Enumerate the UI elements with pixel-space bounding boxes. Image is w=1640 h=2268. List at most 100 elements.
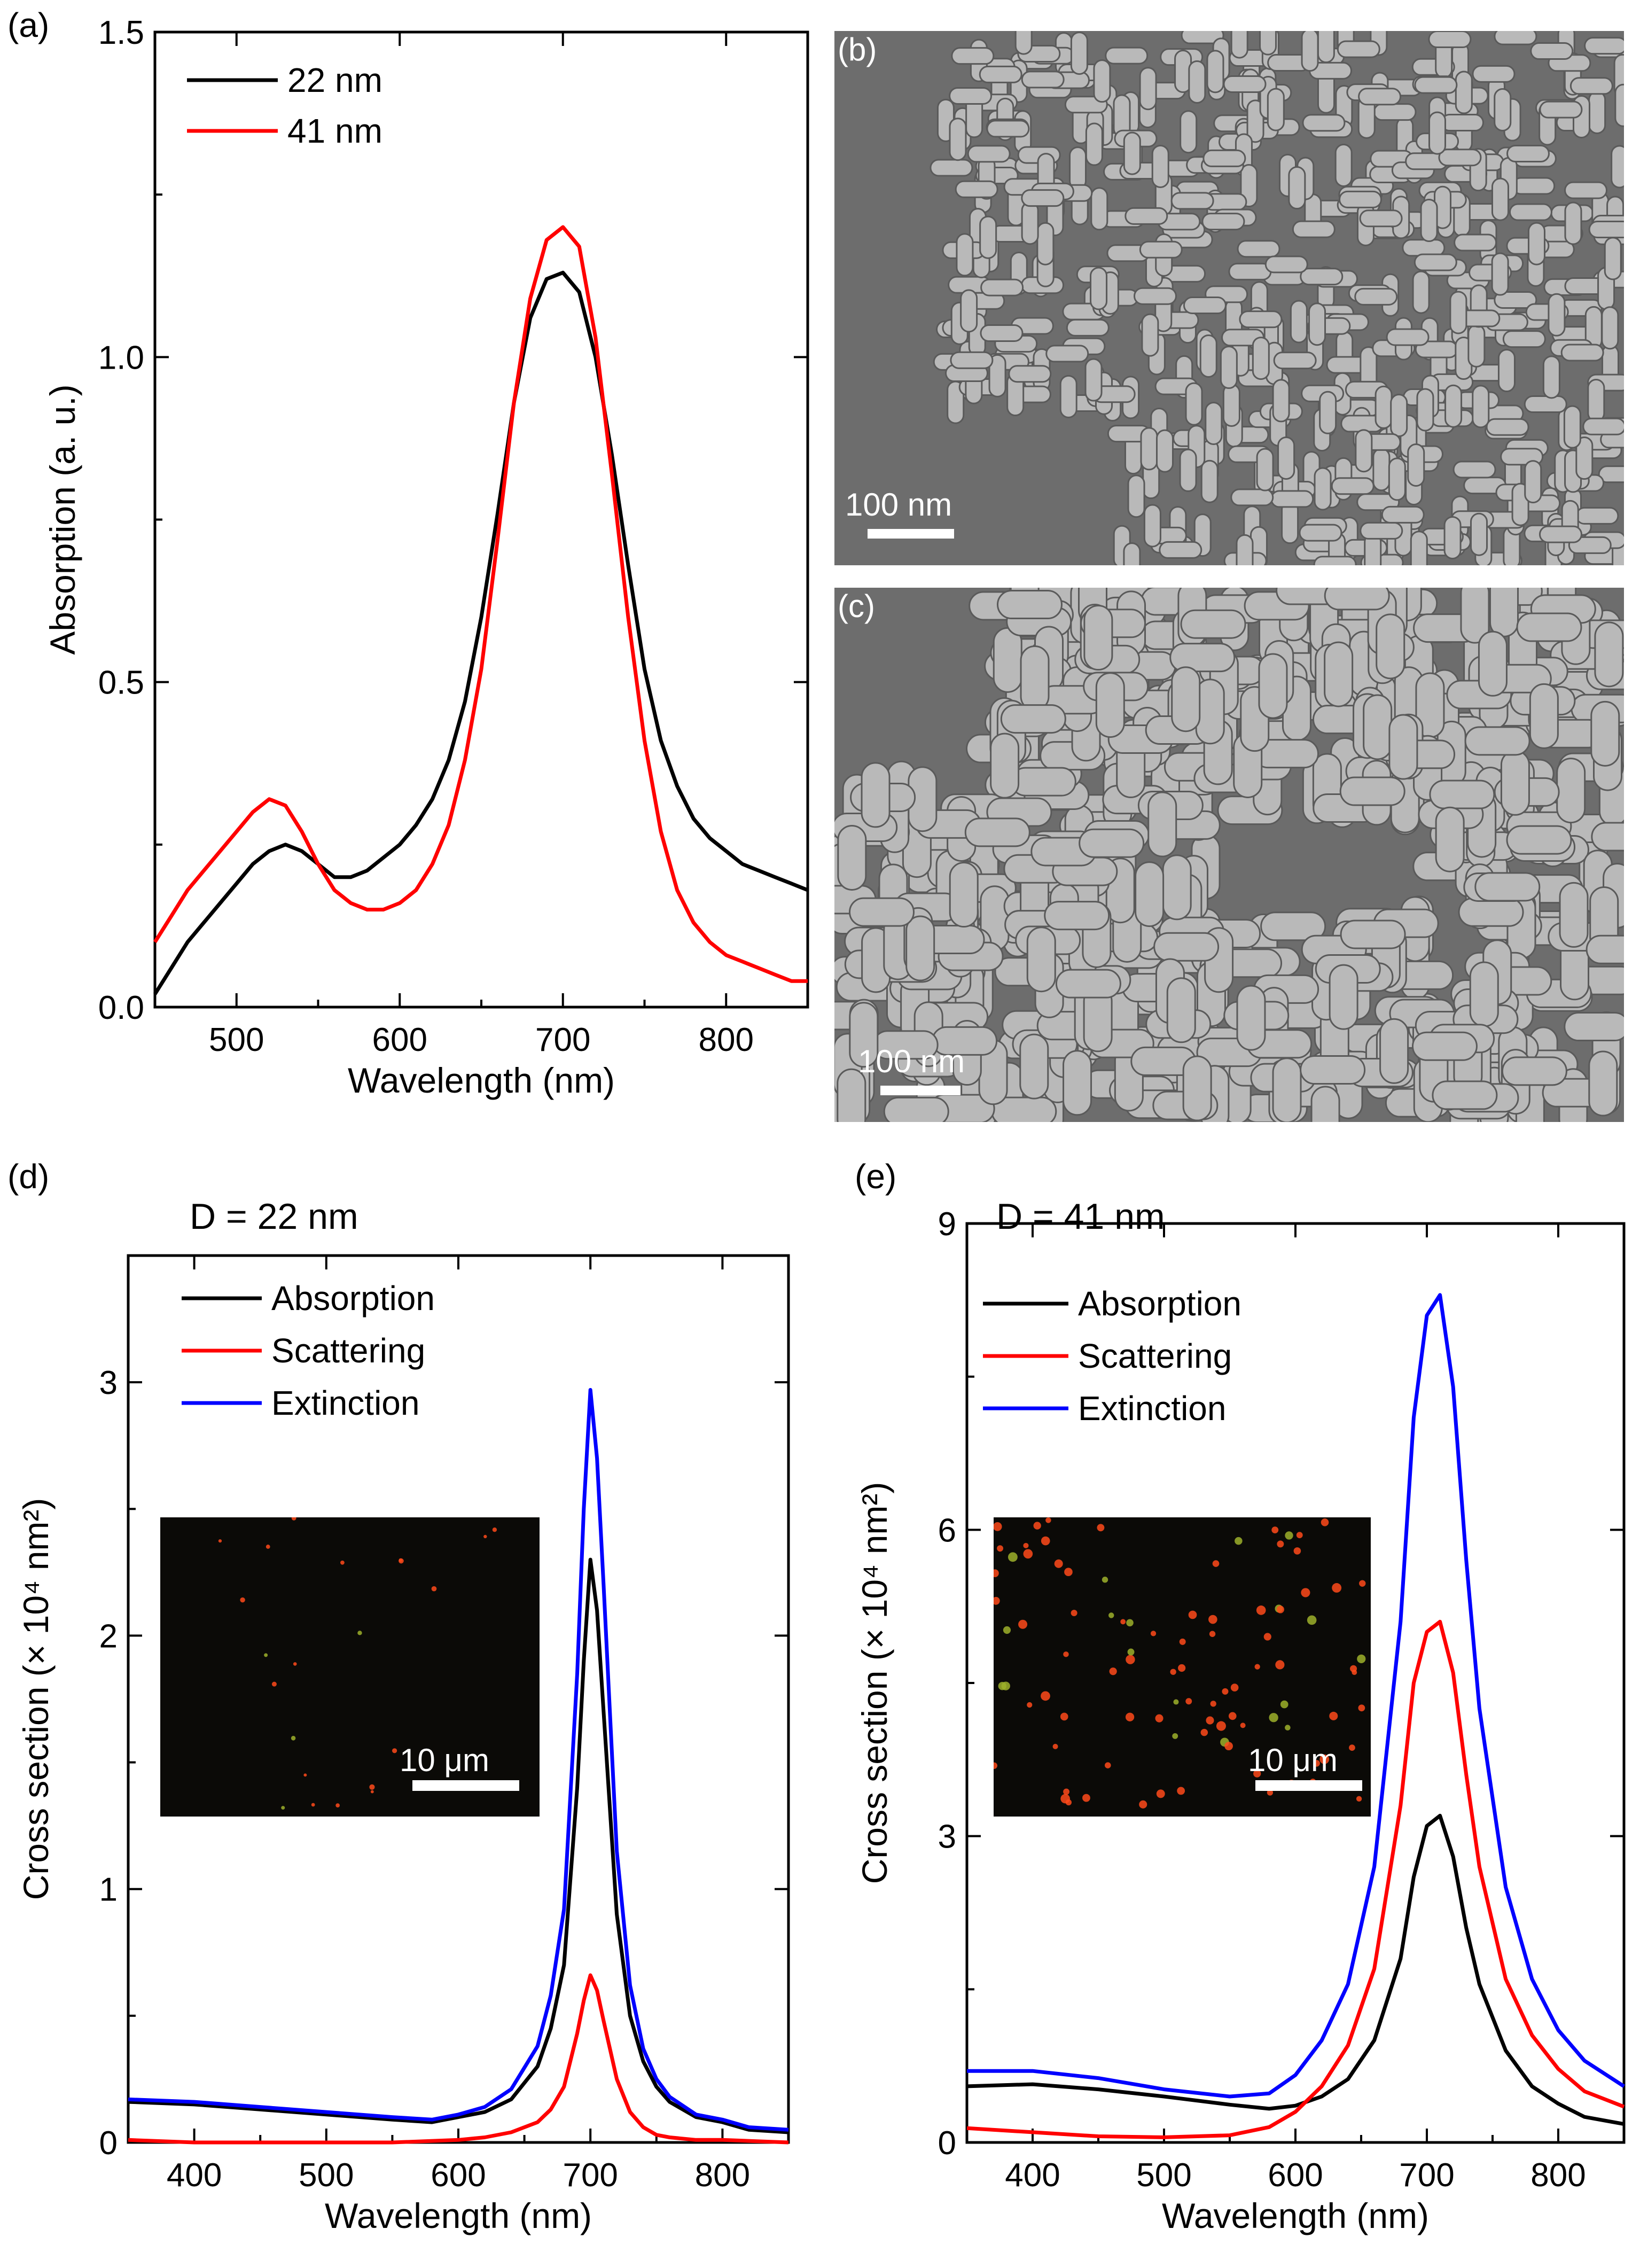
chart-d: 400 500 600 700 800 0 1 2 3 Wavelength (nm) Cross …: [16, 1196, 790, 2235]
nanoparticle-dot: [1263, 1633, 1271, 1641]
nanorod: [1502, 330, 1546, 348]
nanoparticle-dot: [392, 1748, 397, 1753]
nanorod: [1021, 71, 1065, 89]
nanoparticle-dot: [1060, 1712, 1068, 1721]
nanorod: [1308, 302, 1326, 346]
nanorod: [1340, 919, 1406, 949]
x-tick-label: 500: [299, 2157, 354, 2194]
nanoparticle-dot: [1359, 1580, 1366, 1587]
nanoparticle-dot: [998, 1682, 1006, 1690]
nanorod: [1360, 521, 1403, 540]
nanoparticle-dot: [1172, 1733, 1178, 1739]
nanorod: [1601, 306, 1619, 350]
nanoparticle-dot: [1356, 1796, 1362, 1802]
nanorod: [967, 145, 1011, 163]
y-tick-label: 2: [99, 1618, 118, 1655]
nanoparticle-dot: [1177, 1787, 1185, 1795]
nanorod: [1239, 310, 1283, 329]
nanorod: [1180, 609, 1246, 639]
nanoparticle-dot: [291, 1736, 296, 1741]
nanorod: [1264, 255, 1308, 274]
x-tick-label: 600: [372, 1022, 427, 1058]
nanorod: [1588, 91, 1606, 135]
chart-title: D = 41 nm: [996, 1196, 1165, 1237]
nanoparticle-dot: [1240, 1723, 1246, 1728]
nanorod: [996, 590, 1063, 620]
nanorod: [1147, 791, 1177, 858]
nanoparticle-dot: [1313, 1760, 1320, 1767]
scale-bar-c: [880, 1086, 960, 1095]
nanorod: [1355, 429, 1373, 473]
nanorod: [1252, 337, 1270, 380]
nanoparticle-dot: [1109, 1667, 1117, 1675]
nanorod: [1139, 240, 1183, 259]
nanoparticle-dot: [994, 1522, 1002, 1531]
nanoparticle-dot: [1126, 1619, 1134, 1627]
nanoparticle-dot: [1155, 1714, 1163, 1723]
nanorod: [1139, 67, 1157, 111]
nanoparticle-dot: [1269, 1713, 1278, 1723]
nanorod: [1411, 1031, 1478, 1061]
scale-bar-label-b: 100 nm: [845, 487, 952, 523]
panel-label-a: (a): [7, 6, 50, 44]
nanorod: [1095, 672, 1125, 738]
nanorod: [1559, 882, 1589, 948]
nanoparticle-dot: [1321, 1518, 1329, 1526]
y-tick-label: 3: [938, 1819, 956, 1856]
nanorod: [1270, 490, 1314, 508]
nanorod: [949, 862, 979, 928]
nanorod: [1467, 324, 1486, 368]
nanorod: [1587, 379, 1605, 423]
nanorod: [1302, 114, 1346, 132]
nanoparticle-dot: [1108, 1612, 1114, 1618]
nanorod: [1066, 318, 1110, 337]
nanorod: [1220, 346, 1238, 389]
nanorod: [1372, 448, 1391, 492]
nanorod: [1438, 149, 1482, 167]
nanorod: [1084, 358, 1103, 402]
nanorod: [930, 159, 973, 177]
nanoparticle-dot: [1230, 1684, 1239, 1692]
nanorod: [949, 118, 967, 161]
nanorod: [1556, 758, 1586, 824]
nanorod: [1200, 459, 1219, 503]
nanoparticle-dot: [399, 1558, 403, 1562]
nanoparticle-dot: [1170, 1669, 1176, 1675]
nanorod: [1472, 385, 1490, 428]
nanoparticle-dot: [281, 1806, 285, 1810]
nanorod: [1500, 750, 1530, 816]
nanorod: [1455, 71, 1473, 114]
nanorod: [1170, 192, 1214, 210]
nanorod: [1407, 443, 1425, 487]
nanorod: [993, 627, 1022, 693]
nanoparticle-dot: [1275, 1660, 1285, 1670]
nanorod: [1339, 776, 1405, 806]
nanorod: [1469, 961, 1499, 1027]
nanorod: [1199, 334, 1217, 378]
nanorod: [1527, 222, 1545, 266]
nanoparticle-dot: [1352, 1670, 1357, 1675]
nanorod: [956, 233, 974, 277]
nanorod: [861, 762, 891, 828]
nanorod: [1259, 31, 1277, 56]
series-line-41-nm: [153, 225, 808, 983]
nanoparticle-dot: [1054, 1559, 1063, 1568]
nanoparticle-dot: [1267, 1789, 1274, 1796]
nanorod: [1237, 240, 1280, 258]
nanoparticle-dot: [293, 1662, 297, 1666]
nanoparticle-dot: [1064, 1568, 1073, 1577]
nanorod: [1010, 767, 1076, 797]
nanorod: [960, 289, 978, 333]
nanorod: [1228, 262, 1272, 280]
sem-image-b: (b) 100 nm: [834, 31, 1624, 565]
nanorod: [1524, 460, 1542, 504]
nanorod: [1141, 313, 1159, 357]
nanoparticle-dot: [1349, 1744, 1355, 1751]
nanoparticle-dot: [431, 1586, 437, 1592]
nanorod: [1337, 40, 1380, 58]
nanorod: [1236, 985, 1266, 1051]
plot-frame-a: [153, 30, 809, 1009]
nanorod: [1272, 379, 1290, 423]
nanorod: [1563, 405, 1581, 449]
nanoparticle-dot: [1285, 1725, 1291, 1731]
